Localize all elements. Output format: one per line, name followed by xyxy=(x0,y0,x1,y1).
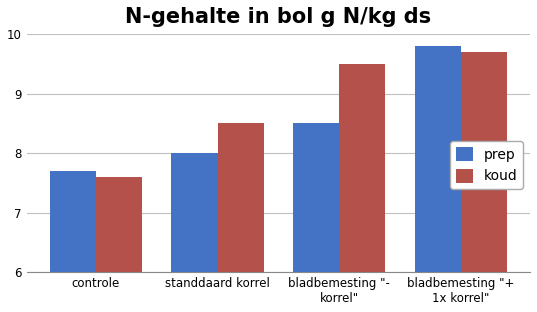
Bar xyxy=(339,64,386,312)
Title: N-gehalte in bol g N/kg ds: N-gehalte in bol g N/kg ds xyxy=(125,7,431,27)
Bar xyxy=(293,123,339,312)
Bar xyxy=(171,153,217,312)
Bar xyxy=(461,52,507,312)
Bar xyxy=(49,171,96,312)
Bar xyxy=(415,46,461,312)
Bar xyxy=(96,177,142,312)
Legend: prep, koud: prep, koud xyxy=(451,141,523,189)
Bar xyxy=(217,123,264,312)
